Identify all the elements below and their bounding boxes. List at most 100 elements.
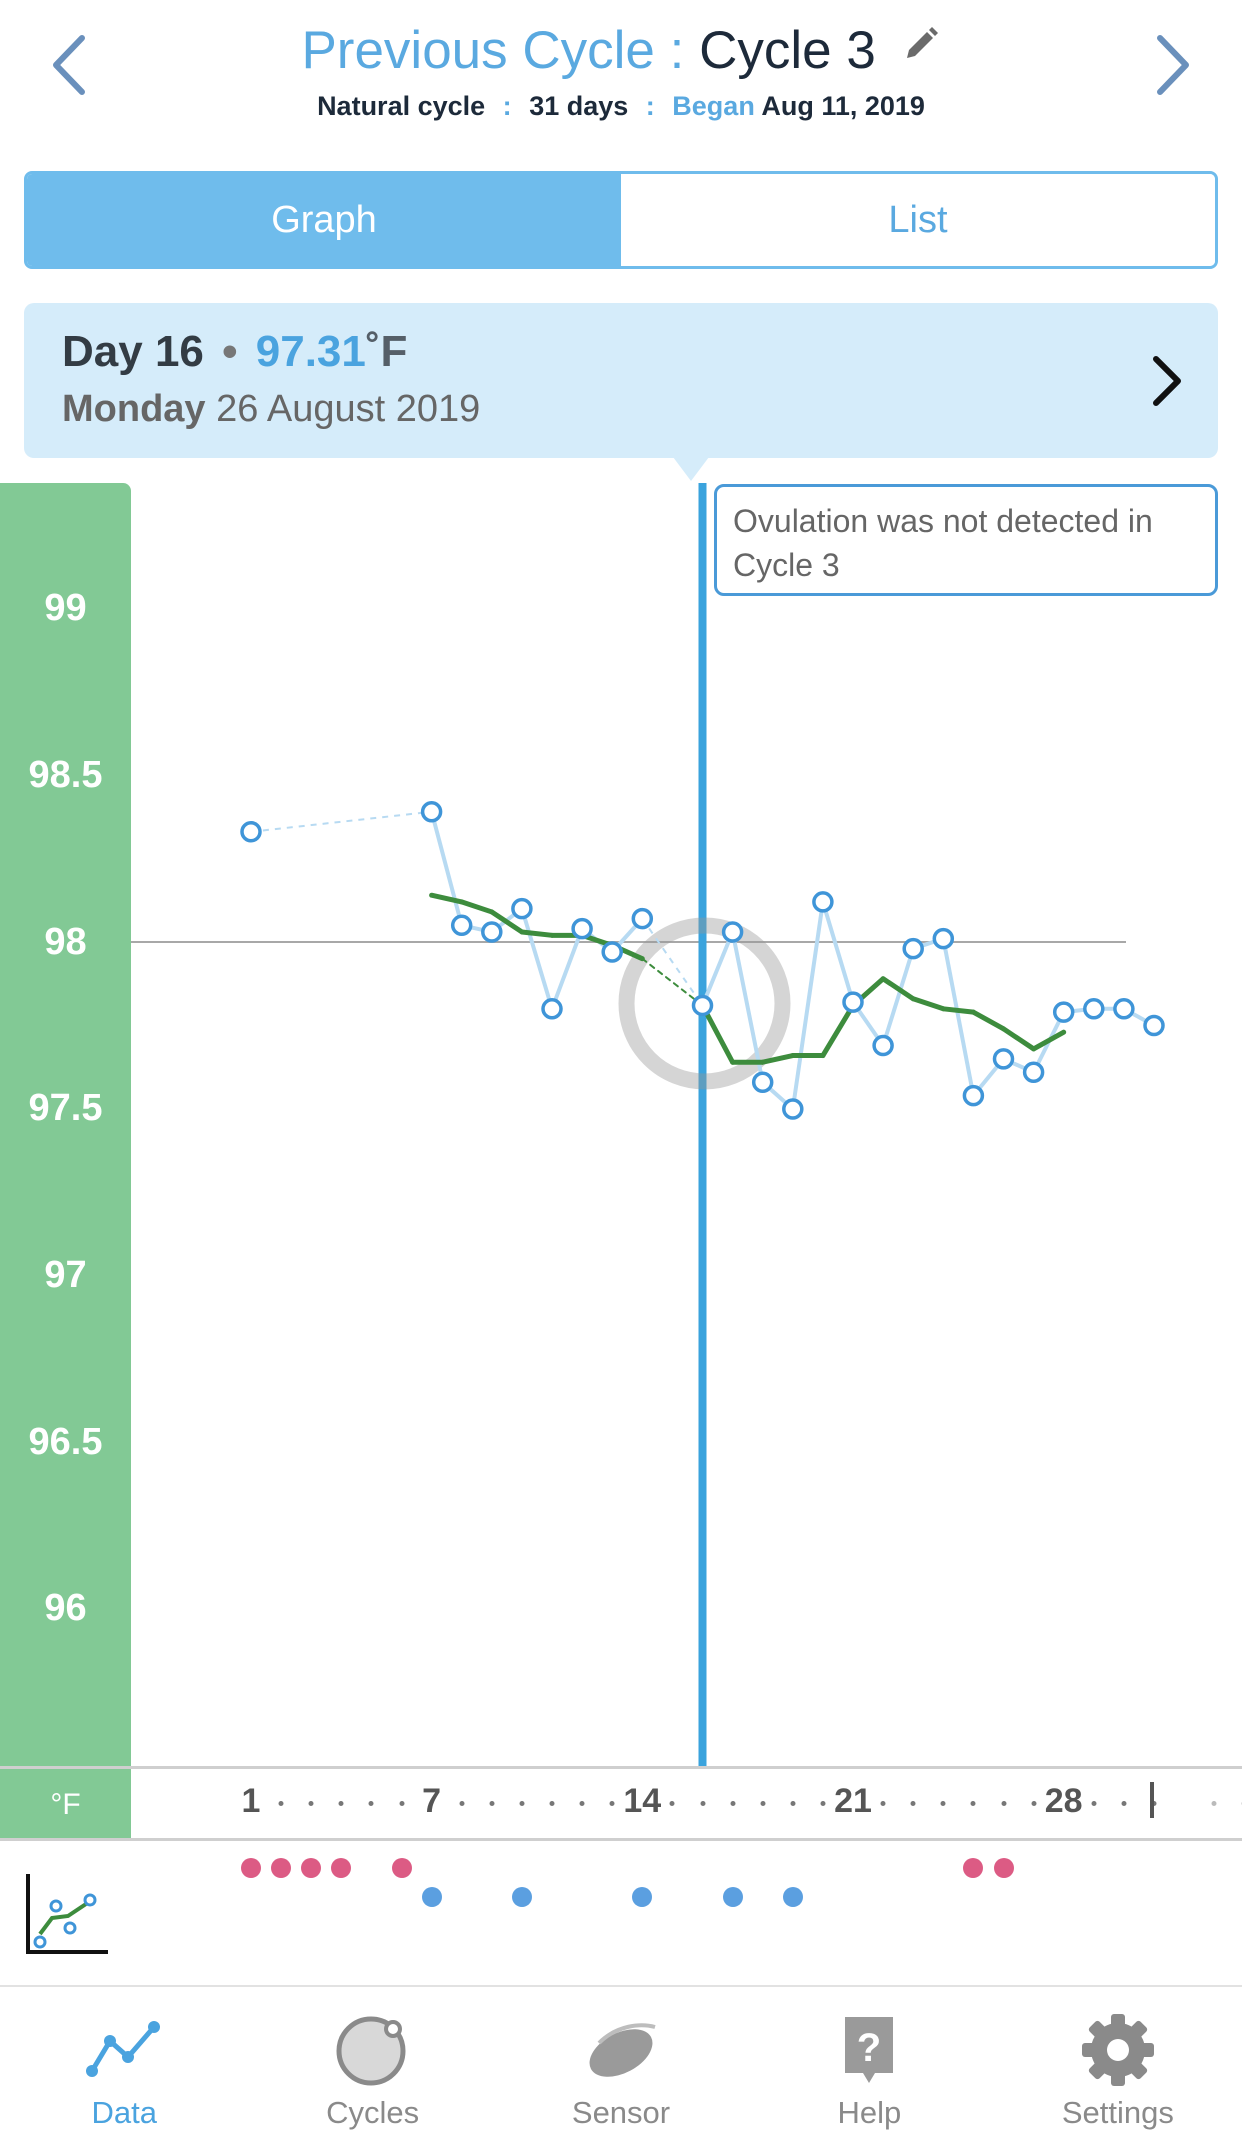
trend-line-segment: [1031, 1029, 1067, 1052]
bullet: •: [222, 327, 238, 376]
pencil-icon[interactable]: [901, 24, 941, 64]
trend-line-segment: [459, 899, 495, 915]
y-tick: 98: [44, 921, 87, 963]
period-marker[interactable]: [301, 1858, 322, 1878]
y-tick: 97.5: [28, 1087, 103, 1129]
temperature-line-segment: [641, 918, 704, 1007]
x-day-dot: [399, 1801, 404, 1806]
x-day-dot: [1121, 1801, 1127, 1806]
x-day-dot: [308, 1801, 314, 1806]
x-day-dot: [1211, 1801, 1217, 1806]
tab-sensor[interactable]: Sensor: [497, 1987, 745, 2136]
temperature-unit: F: [380, 327, 408, 376]
trend-line-segment: [910, 996, 946, 1012]
trend-line-segment: [970, 1009, 1006, 1032]
tab-label: Help: [837, 2095, 902, 2130]
temperature-point[interactable]: [812, 891, 834, 913]
y-tick: 97: [44, 1254, 87, 1296]
temperature-point[interactable]: [872, 1034, 894, 1057]
y-tick: 98.5: [28, 754, 103, 796]
x-day-dot: [549, 1801, 555, 1806]
cycles-icon: [336, 2016, 406, 2086]
x-day-dot: [609, 1801, 615, 1806]
chart-toggle-icon[interactable]: [24, 1870, 110, 1956]
temperature-point[interactable]: [1143, 1014, 1165, 1037]
x-day-dot: [459, 1801, 465, 1806]
sensor-icon: [589, 2023, 656, 2077]
x-tick: 14: [623, 1782, 662, 1820]
period-marker[interactable]: [993, 1858, 1014, 1878]
temperature-point[interactable]: [601, 941, 623, 963]
temperature-point[interactable]: [1052, 1001, 1075, 1023]
x-axis-line: [0, 1766, 1242, 1769]
temperature-point[interactable]: [751, 1071, 774, 1094]
x-day-dot: [1091, 1801, 1097, 1806]
selected-day-card[interactable]: Day 16 • 97.31˚F Monday 26 August 2019: [24, 303, 1218, 458]
temperature-point[interactable]: [450, 914, 473, 937]
separator: :: [645, 91, 655, 121]
trend-line-segment: [880, 976, 916, 1002]
temperature-point[interactable]: [962, 1084, 985, 1107]
temperature-point[interactable]: [932, 927, 955, 950]
trend-line-segment: [760, 1053, 796, 1065]
test-marker[interactable]: [782, 1887, 803, 1907]
trend-line-segment: [641, 957, 704, 1007]
test-marker[interactable]: [421, 1887, 442, 1907]
y-tick: 99: [44, 587, 87, 629]
temperature-point[interactable]: [631, 907, 654, 930]
tab-graph[interactable]: Graph: [27, 174, 621, 266]
previous-cycle-button[interactable]: [38, 30, 98, 100]
next-cycle-button[interactable]: [1144, 30, 1204, 100]
test-marker[interactable]: [632, 1887, 653, 1907]
temperature-point[interactable]: [1083, 998, 1105, 1020]
period-marker[interactable]: [331, 1858, 352, 1878]
x-day-dot: [579, 1801, 585, 1806]
period-marker[interactable]: [391, 1858, 412, 1878]
temperature-point[interactable]: [1022, 1061, 1045, 1084]
separator: :: [502, 91, 512, 121]
tab-label: Sensor: [571, 2095, 671, 2130]
x-day-dot: [338, 1801, 344, 1806]
period-marker[interactable]: [963, 1858, 984, 1878]
x-day-dot: [489, 1801, 495, 1806]
trend-line-segment: [1001, 1026, 1037, 1052]
test-marker[interactable]: [511, 1887, 532, 1907]
x-tick: 1: [241, 1782, 261, 1820]
cycle-name: Cycle 3: [699, 21, 876, 80]
temperature-point[interactable]: [511, 897, 533, 920]
temperature-line-segment: [519, 908, 554, 1010]
period-marker[interactable]: [241, 1858, 261, 1878]
temperature-point[interactable]: [992, 1048, 1015, 1070]
x-day-dot: [730, 1801, 736, 1806]
temperature-point[interactable]: [1113, 998, 1135, 1020]
temperature-point[interactable]: [782, 1098, 804, 1120]
data-icon: [86, 2021, 161, 2077]
y-axis-unit: °F: [50, 1788, 81, 1821]
tab-list[interactable]: List: [621, 174, 1215, 266]
temperature-point[interactable]: [902, 937, 924, 960]
tab-settings[interactable]: Settings: [994, 1987, 1242, 2136]
x-tick: 21: [834, 1782, 872, 1820]
x-axis-bottom-line: [0, 1838, 1242, 1841]
x-day-dot: [669, 1801, 675, 1806]
temperature-point[interactable]: [842, 991, 864, 1013]
temperature-point[interactable]: [721, 921, 744, 943]
day-temperature: 97.31: [255, 327, 366, 376]
tab-data[interactable]: Data: [0, 1987, 248, 2136]
cycle-type: Natural cycle: [317, 91, 486, 121]
cycle-end-marker: [1150, 1782, 1154, 1818]
x-day-dot: [820, 1801, 826, 1806]
temperature-point[interactable]: [571, 917, 593, 940]
temperature-point[interactable]: [691, 994, 714, 1017]
x-day-dot: [910, 1801, 916, 1806]
tab-cycles[interactable]: Cycles: [248, 1987, 496, 2136]
temperature-point[interactable]: [541, 998, 563, 1020]
temperature-point[interactable]: [420, 800, 443, 823]
card-pointer: [673, 457, 709, 481]
tab-help[interactable]: ? Help: [745, 1987, 993, 2136]
test-marker[interactable]: [722, 1887, 743, 1907]
period-marker[interactable]: [271, 1858, 292, 1878]
temperature-point[interactable]: [240, 821, 262, 843]
ovulation-note: Ovulation was not detected in Cycle 3: [714, 484, 1218, 596]
temperature-point[interactable]: [481, 921, 503, 943]
